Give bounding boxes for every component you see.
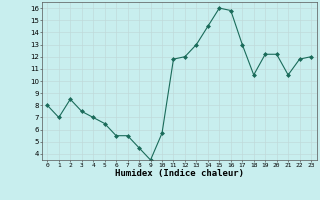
X-axis label: Humidex (Indice chaleur): Humidex (Indice chaleur) — [115, 169, 244, 178]
